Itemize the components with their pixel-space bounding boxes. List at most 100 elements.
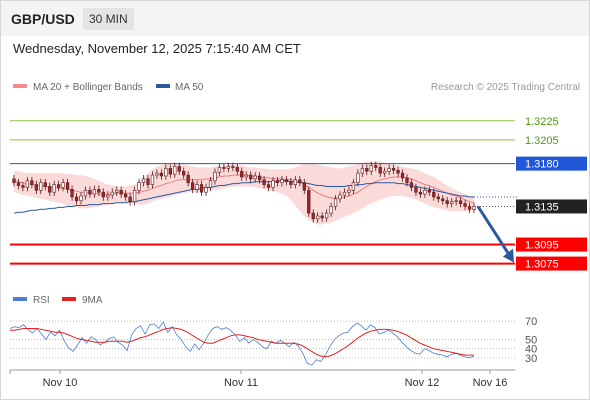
candle-body xyxy=(186,174,190,183)
level-label-1-3095: 1.3095 xyxy=(525,240,559,252)
candle xyxy=(155,169,159,179)
candle xyxy=(307,186,311,217)
candle-body xyxy=(235,167,239,172)
candle-body xyxy=(266,184,271,188)
candle-body xyxy=(307,189,311,214)
candle xyxy=(387,164,391,176)
candle xyxy=(30,176,34,189)
candle xyxy=(159,169,164,180)
candle xyxy=(244,171,248,181)
level-label-1-3075: 1.3075 xyxy=(525,259,559,271)
candle xyxy=(146,175,150,189)
candlesticks xyxy=(12,161,476,223)
candle xyxy=(463,199,467,211)
candle xyxy=(342,188,347,199)
candle-body xyxy=(231,166,235,168)
candle-body xyxy=(387,168,391,172)
candle-body xyxy=(88,189,92,195)
candle-body xyxy=(369,165,373,172)
candle xyxy=(191,178,195,194)
x-tick-label: Nov 11 xyxy=(224,377,258,389)
candle-body xyxy=(30,180,34,185)
candle xyxy=(253,172,257,183)
rsi-legend: RSI 9MA xyxy=(13,295,103,306)
candle-body xyxy=(182,170,186,176)
candle xyxy=(124,190,128,201)
candle xyxy=(320,212,324,222)
candle xyxy=(383,167,387,177)
candle-body xyxy=(298,179,302,183)
candle-body xyxy=(65,182,70,190)
candle xyxy=(83,186,88,200)
candle-body xyxy=(284,179,289,183)
rsi-tick-label: 40 xyxy=(525,344,537,356)
candle-body xyxy=(25,180,30,188)
candle-body xyxy=(34,184,38,191)
candle-body xyxy=(365,168,369,172)
candle xyxy=(208,176,213,192)
candle-body xyxy=(21,185,25,188)
ma20-legend-label: MA 20 + Bollinger Bands xyxy=(33,82,143,93)
candle-body xyxy=(436,196,440,200)
candle xyxy=(164,164,168,180)
rsi-tick-label: 70 xyxy=(525,316,537,328)
candle xyxy=(21,181,25,192)
symbol-title: GBP/USD xyxy=(11,11,75,27)
candle-body xyxy=(316,215,320,220)
candle xyxy=(405,174,409,187)
rsi-ma-legend-label: 9MA xyxy=(82,295,103,306)
candle xyxy=(52,180,56,196)
candle xyxy=(137,178,141,195)
candle-body xyxy=(262,179,266,185)
candle xyxy=(168,164,172,178)
candle-body xyxy=(146,178,150,185)
candle-body xyxy=(423,189,427,195)
candle-body xyxy=(57,184,61,188)
candle-body xyxy=(347,189,351,193)
rsi-legend-label: RSI xyxy=(33,295,50,306)
candle xyxy=(441,195,445,205)
timeframe-badge[interactable]: 30 MIN xyxy=(83,8,134,30)
level-label-1-3135: 1.3135 xyxy=(525,201,559,213)
candle xyxy=(356,169,360,187)
candle-body xyxy=(39,182,43,191)
chart-header: GBP/USD 30 MIN xyxy=(1,1,589,36)
candle-body xyxy=(52,184,56,193)
candle xyxy=(115,186,119,196)
candle xyxy=(423,186,427,198)
candle xyxy=(400,169,405,182)
candle xyxy=(65,178,70,194)
candle xyxy=(302,178,306,195)
candle xyxy=(347,186,351,196)
candle-body xyxy=(199,184,204,193)
forecast-arrow-shaft xyxy=(476,205,511,256)
candle xyxy=(271,176,275,192)
candle-body xyxy=(128,196,132,203)
candle xyxy=(173,162,177,178)
candle xyxy=(284,176,289,186)
candle xyxy=(378,163,382,177)
candle-body xyxy=(208,180,213,188)
candle-body xyxy=(378,167,382,174)
forecast-arrow xyxy=(476,205,514,263)
candle-body xyxy=(217,167,222,173)
candle-body xyxy=(333,198,338,207)
level-label-1-3205: 1.3205 xyxy=(525,135,559,147)
candle xyxy=(467,202,472,214)
candle xyxy=(92,185,97,198)
candle xyxy=(195,180,199,194)
candle xyxy=(333,195,338,211)
candle-body xyxy=(271,180,275,188)
bollinger-band-fill xyxy=(14,161,474,225)
candle xyxy=(351,178,356,195)
candle xyxy=(110,188,114,199)
copyright-text: Research © 2025 Trading Central xyxy=(431,82,580,93)
candle xyxy=(231,162,235,172)
candle xyxy=(39,178,43,195)
rsi-tick-label: 50 xyxy=(525,335,537,347)
candle-body xyxy=(226,166,231,169)
candle xyxy=(204,183,208,196)
candle-body xyxy=(92,189,97,195)
candle xyxy=(25,176,30,192)
